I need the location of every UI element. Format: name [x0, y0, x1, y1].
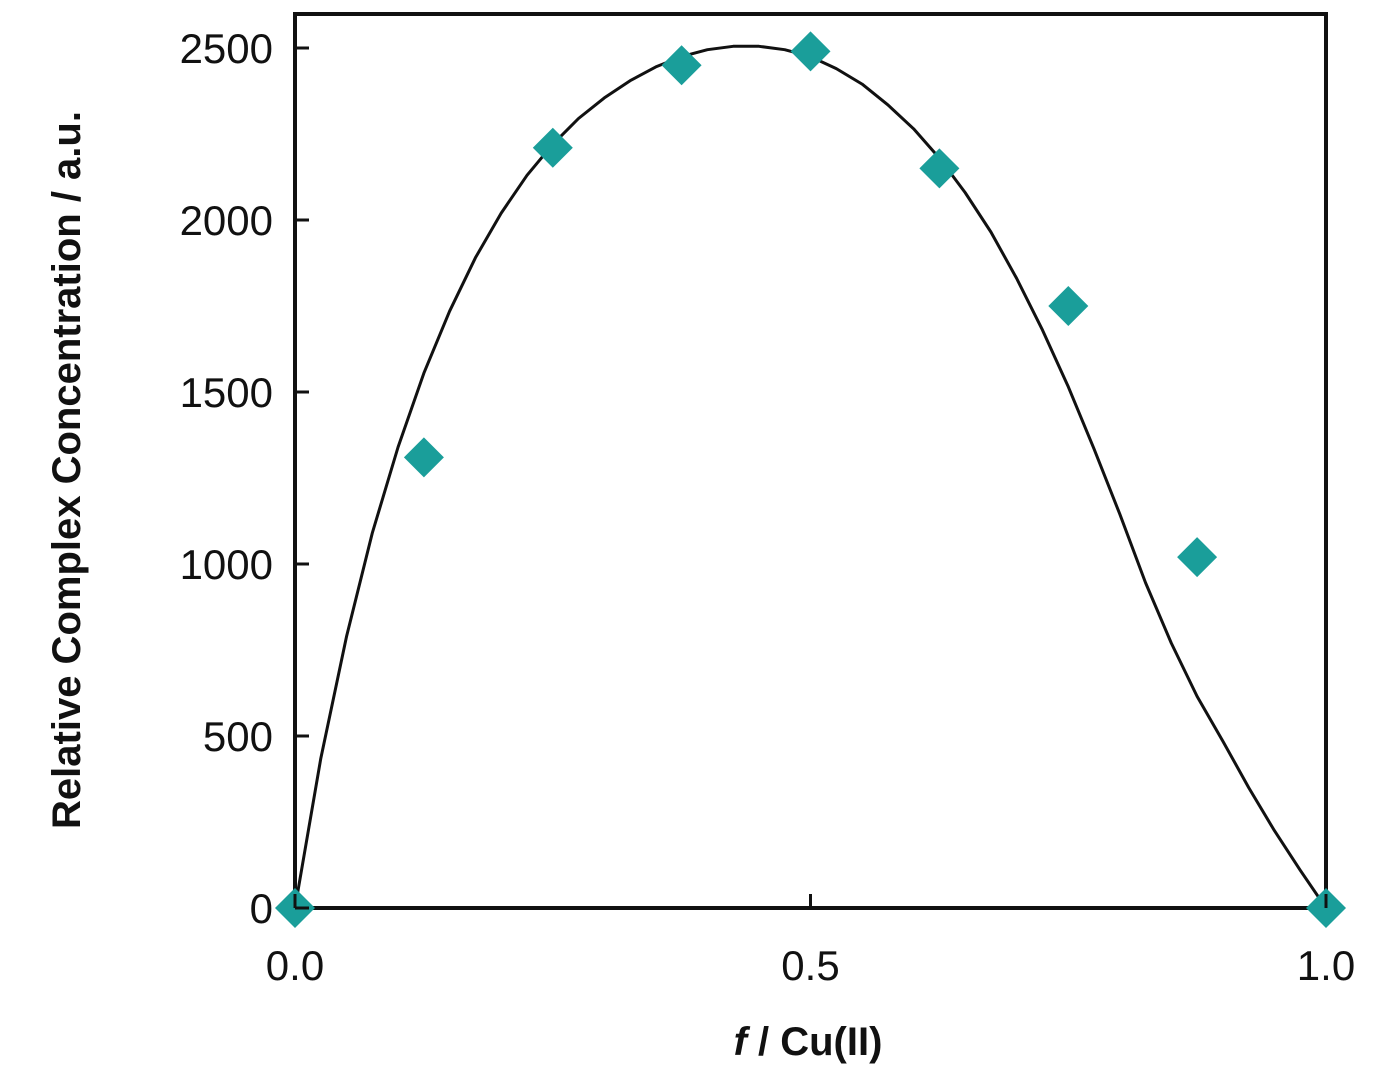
data-point-diamond [790, 31, 831, 72]
y-axis-ticks: 0 500 1000 1500 2000 2500 [180, 25, 309, 932]
x-axis-title-variable: f [734, 1020, 751, 1064]
y-tick-label: 1500 [180, 369, 273, 416]
x-tick-label: 0.0 [266, 942, 324, 989]
x-axis-ticks: 0.0 0.5 1.0 [266, 894, 1355, 989]
x-axis-title: f / Cu(II) [734, 1020, 883, 1064]
data-point-diamond [1048, 286, 1089, 326]
x-tick-label: 1.0 [1297, 942, 1355, 989]
plot-frame [293, 12, 1328, 910]
y-axis-title: Relative Complex Concentration / a.u. [45, 111, 89, 829]
y-tick-label: 2500 [180, 25, 273, 72]
y-tick-label: 1000 [180, 541, 273, 588]
x-axis-title-unit: / Cu(II) [747, 1020, 883, 1064]
y-tick-label: 0 [250, 885, 273, 932]
data-point-diamond [919, 148, 960, 189]
x-tick-label: 0.5 [781, 942, 839, 989]
data-point-diamond [661, 45, 702, 86]
fit-curve [293, 44, 1328, 909]
y-tick-label: 2000 [180, 197, 273, 244]
data-point-diamond [403, 437, 444, 478]
data-point-diamond [1177, 537, 1218, 578]
data-point-diamond [532, 127, 573, 168]
plot-area [275, 12, 1346, 928]
y-tick-label: 500 [203, 713, 273, 760]
